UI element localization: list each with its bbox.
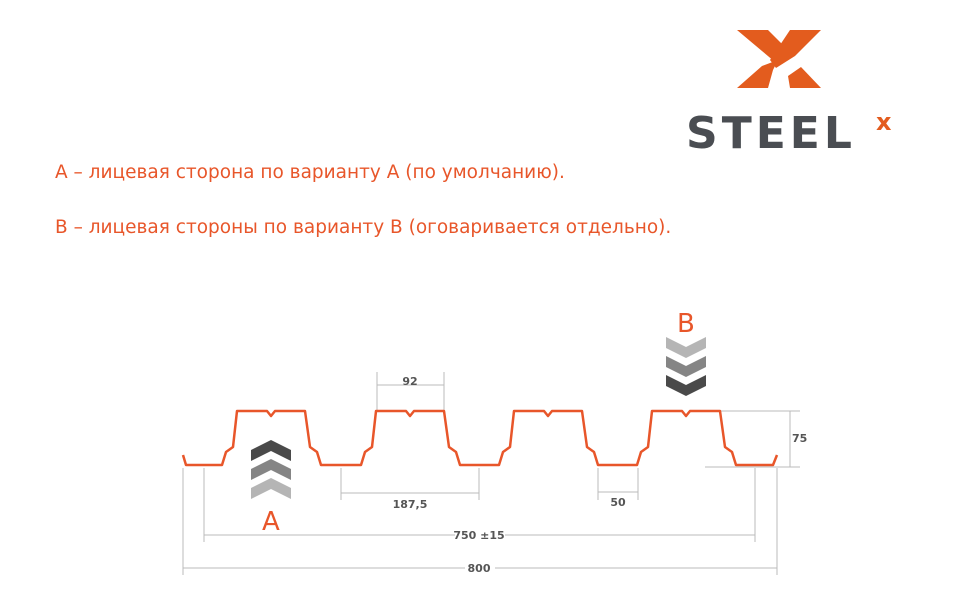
dim-bottom-width: 50 [610,496,626,509]
svg-text:STEEL: STEEL [686,108,856,159]
letter-a: A [262,507,280,537]
dim-top-width: 92 [402,375,417,388]
chevrons-b [666,337,706,396]
chevron-icon [666,337,706,358]
svg-text:x: x [876,108,892,136]
logo-x-mark [737,30,821,88]
dimension-lines [182,372,800,575]
dim-height: 75 [792,432,807,445]
chevron-icon [251,459,291,480]
dim-full-width: 800 [468,562,491,575]
chevron-icon [251,440,291,461]
dim-pitch: 187,5 [393,498,428,511]
chevron-icon [666,375,706,396]
chevron-icon [251,478,291,499]
profile-line [181,409,779,467]
dim-useful-width: 750 ±15 [453,529,504,542]
note-variant-a: А – лицевая сторона по варианту А (по ум… [55,162,565,183]
steelx-logo: STEEL x [686,30,892,159]
chevron-icon [666,356,706,377]
note-variant-b: В – лицевая стороны по варианту В (огова… [55,217,672,238]
letter-b: B [677,309,695,339]
chevrons-a [251,440,291,499]
